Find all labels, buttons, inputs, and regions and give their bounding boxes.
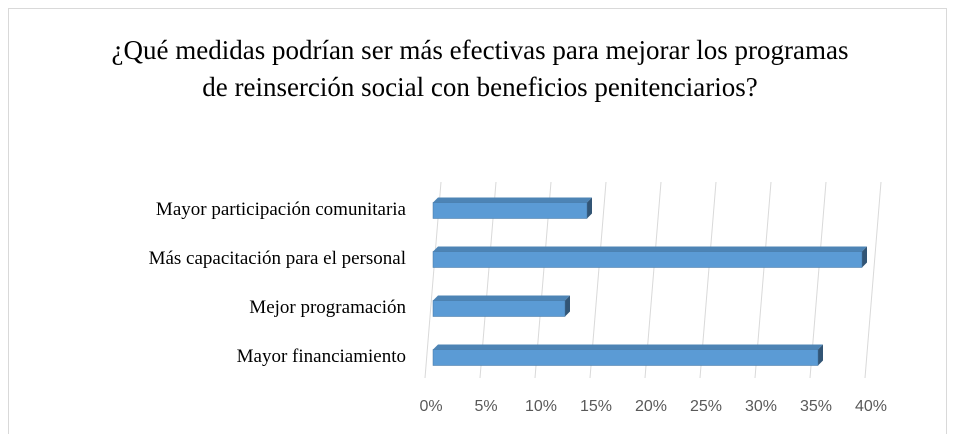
grid-line bbox=[864, 181, 882, 379]
y-tick-label: Mayor participación comunitaria bbox=[156, 199, 407, 220]
bar-front bbox=[432, 300, 566, 317]
x-tick-label: 25% bbox=[690, 398, 722, 415]
x-tick-label: 30% bbox=[745, 398, 777, 415]
x-tick-label: 15% bbox=[580, 398, 612, 415]
bar-side bbox=[818, 344, 823, 366]
x-tick-label: 20% bbox=[635, 398, 667, 415]
bar-top bbox=[433, 246, 867, 252]
bar-front bbox=[432, 251, 863, 268]
bar bbox=[432, 246, 867, 268]
y-tick-label: Mayor financiamiento bbox=[237, 346, 406, 367]
bar-top bbox=[433, 295, 570, 301]
bar-side bbox=[862, 246, 867, 268]
bar-top bbox=[433, 344, 823, 350]
bar-side bbox=[587, 197, 592, 219]
x-tick-label: 35% bbox=[800, 398, 832, 415]
x-tick-label: 10% bbox=[525, 398, 557, 415]
y-tick-label: Mejor programación bbox=[249, 297, 406, 318]
bar bbox=[432, 295, 570, 317]
bar-front bbox=[432, 349, 819, 366]
x-tick-label: 0% bbox=[419, 398, 442, 415]
bar bbox=[432, 344, 823, 366]
bar-top bbox=[433, 197, 592, 203]
bar bbox=[432, 197, 592, 219]
x-tick-label: 5% bbox=[474, 398, 497, 415]
y-tick-label: Más capacitación para el personal bbox=[149, 248, 406, 269]
chart-border bbox=[8, 8, 947, 434]
bar-front bbox=[432, 202, 588, 219]
bar-side bbox=[565, 295, 570, 317]
chart-title: ¿Qué medidas podrían ser más efectivas p… bbox=[111, 35, 849, 102]
x-tick-label: 40% bbox=[855, 398, 887, 415]
